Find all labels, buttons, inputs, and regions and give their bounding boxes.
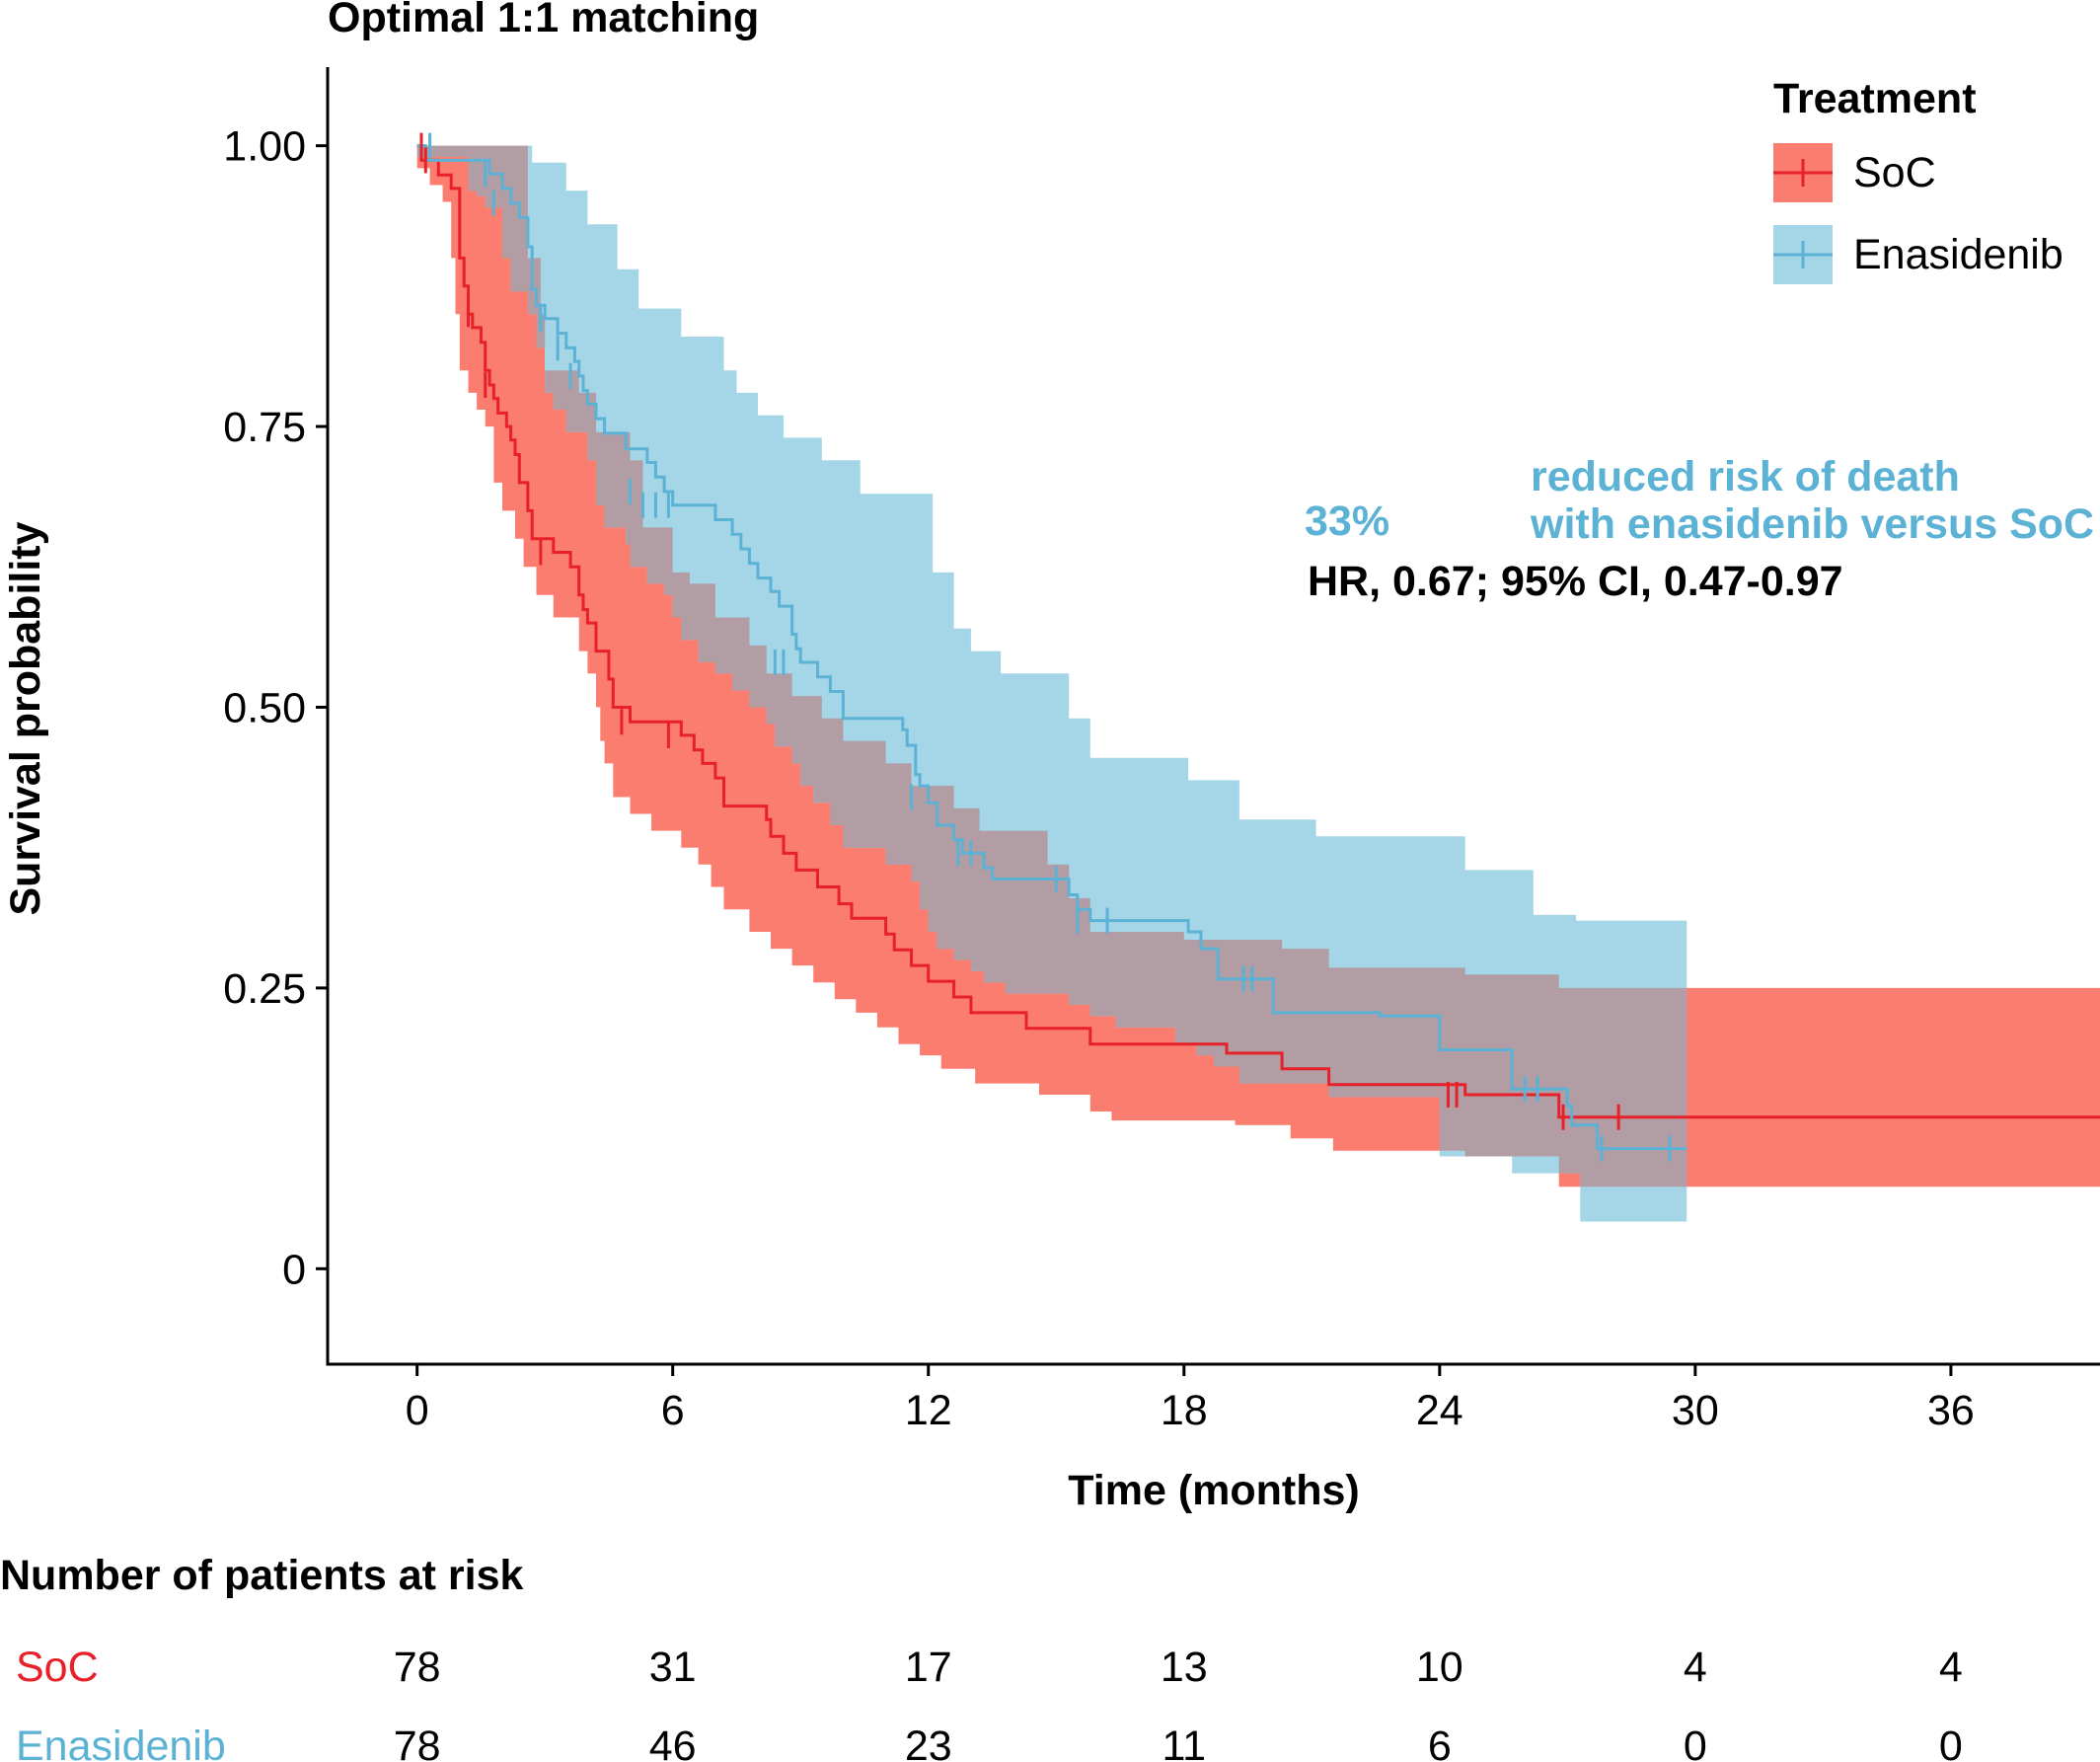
risk-table-title: Number of patients at risk [0, 1552, 524, 1599]
soc-confidence-band [416, 145, 2100, 1187]
y-tick-label: 0 [282, 1246, 306, 1293]
enasidenib-survival-curve [416, 144, 1688, 1151]
risk-table: Number of patients at risk SoC Enasideni… [0, 1552, 1963, 1762]
hr-annotation: 33% reduced risk of death with enasideni… [1305, 453, 2094, 605]
annotation-line1: reduced risk of death [1531, 453, 1960, 500]
x-tick-label: 0 [406, 1387, 429, 1434]
soc-censor-marks [419, 132, 1620, 1130]
x-tick-label: 18 [1161, 1387, 1208, 1434]
risk-value-soc: 17 [905, 1644, 952, 1691]
risk-value-enasidenib: 0 [1684, 1723, 1707, 1762]
risk-value-enasidenib: 23 [905, 1723, 952, 1762]
risk-value-soc: 78 [394, 1644, 441, 1691]
y-tick-label: 0.75 [223, 404, 306, 451]
annotation-hr: HR, 0.67; 95% CI, 0.47-0.97 [1308, 558, 1843, 605]
legend-title: Treatment [1773, 75, 1977, 122]
y-tick-label: 0.25 [223, 965, 306, 1013]
enasidenib-confidence-band [416, 145, 1688, 1222]
x-tick-label: 30 [1672, 1387, 1719, 1434]
risk-value-soc: 31 [649, 1644, 697, 1691]
risk-value-soc: 13 [1161, 1644, 1208, 1691]
legend: Treatment SoC Enasidenib [1773, 75, 2063, 284]
soc-survival-curve [416, 144, 2100, 1119]
risk-value-enasidenib: 0 [1939, 1723, 1963, 1762]
legend-label-enasidenib: Enasidenib [1853, 231, 2063, 278]
axes: 0 0.25 0.50 0.75 1.00 0 6 12 18 24 30 36 [223, 67, 2100, 1434]
risk-value-enasidenib: 46 [649, 1723, 697, 1762]
legend-key-soc [1773, 143, 1833, 202]
plot-area [416, 132, 2100, 1222]
risk-row-label-enasidenib: Enasidenib [16, 1723, 226, 1762]
y-tick-label: 1.00 [223, 123, 306, 171]
y-tick-label: 0.50 [223, 684, 306, 731]
enasidenib-censor-marks [428, 132, 1672, 1162]
annotation-line2: with enasidenib versus SoC [1530, 500, 2094, 548]
risk-value-soc: 10 [1416, 1644, 1463, 1691]
risk-value-enasidenib: 78 [394, 1723, 441, 1762]
risk-value-enasidenib: 11 [1162, 1723, 1206, 1762]
risk-value-soc: 4 [1939, 1644, 1963, 1691]
legend-key-enasidenib [1773, 225, 1833, 284]
annotation-big-percent: 33% [1305, 498, 1389, 545]
x-tick-label: 6 [661, 1387, 685, 1434]
risk-row-label-soc: SoC [16, 1644, 99, 1691]
x-tick-label: 12 [905, 1387, 952, 1434]
x-tick-label: 36 [1927, 1387, 1975, 1434]
risk-value-soc: 4 [1684, 1644, 1707, 1691]
x-axis-label: Time (months) [1068, 1467, 1359, 1514]
y-axis-label: Survival probability [2, 521, 49, 915]
chart-title: Optimal 1:1 matching [328, 0, 759, 41]
risk-value-enasidenib: 6 [1428, 1723, 1452, 1762]
x-tick-label: 24 [1416, 1387, 1463, 1434]
legend-label-soc: SoC [1853, 149, 1936, 196]
